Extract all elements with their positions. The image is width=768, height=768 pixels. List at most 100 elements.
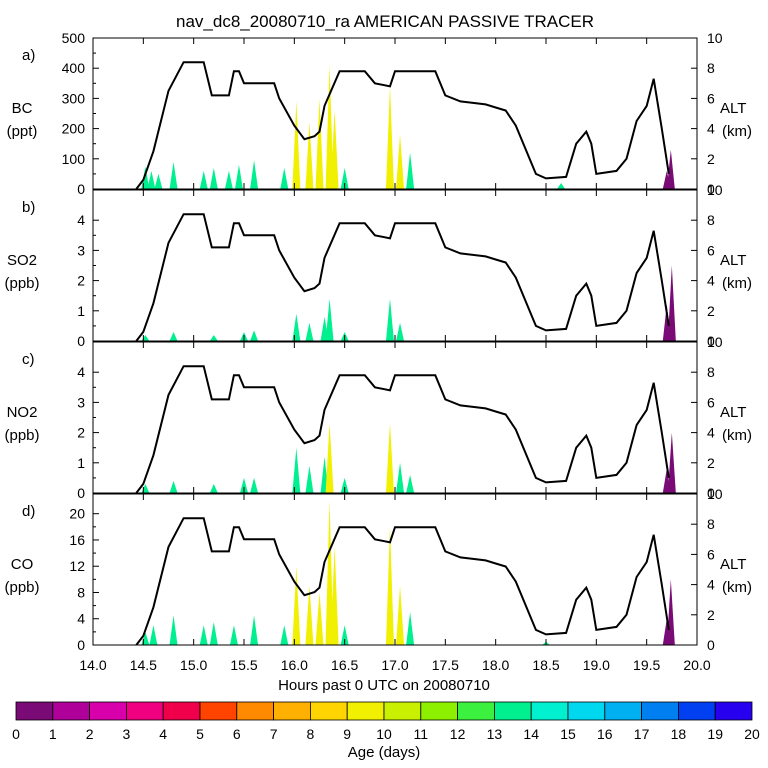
- colorbar-swatch: [383, 701, 422, 721]
- right-tick-label: 6: [707, 90, 715, 106]
- tracer-peak-co: [292, 566, 301, 645]
- colorbar-tick-label: 17: [634, 726, 650, 742]
- panel-letter: a): [22, 47, 35, 64]
- right-tick-label: 0: [707, 181, 715, 197]
- right-tick-label: 8: [707, 516, 715, 532]
- right-tick-label: 4: [707, 425, 715, 441]
- right-tick-label: 2: [707, 455, 715, 471]
- left-tick-label: 200: [62, 121, 86, 137]
- tracer-peak-bc: [385, 86, 394, 189]
- tracer-peak-co: [250, 615, 259, 645]
- colorbar-tick-label: 4: [159, 726, 167, 742]
- tracer-peak-bc: [330, 110, 339, 189]
- colorbar-tick-label: 3: [123, 726, 131, 742]
- panel-co: 0 4 8 12 16 20 0 2 4 6 8 10 d) CO (ppb) ALT (km): [4, 486, 752, 653]
- alt-unit-label: (km): [722, 427, 752, 444]
- tracer-peak-co: [330, 546, 339, 645]
- tracer-peak-no2: [169, 480, 178, 493]
- tracer-peak-no2: [340, 477, 349, 493]
- x-axis-label: Hours past 0 UTC on 20080710: [278, 677, 490, 694]
- alt-label: ALT: [720, 404, 746, 421]
- tracer-peak-co: [385, 526, 394, 645]
- left-tick-label: 16: [69, 532, 85, 548]
- colorbar-swatch: [15, 701, 54, 721]
- species-label: SO2: [7, 252, 37, 269]
- right-tick-label: 6: [707, 546, 715, 562]
- right-tick-label: 8: [707, 364, 715, 380]
- alt-unit-label: (km): [722, 579, 752, 596]
- colorbar-tick-label: 8: [307, 726, 315, 742]
- altitude-line: [135, 213, 670, 342]
- tracer-peak-co: [280, 625, 289, 645]
- panel-frame: [92, 341, 698, 494]
- right-tick-label: 4: [707, 577, 715, 593]
- right-tick-label: 8: [707, 212, 715, 228]
- right-tick-label: 0: [707, 485, 715, 501]
- tracer-peak-no2: [667, 432, 676, 493]
- altitude-line: [135, 61, 670, 190]
- right-tick-label: 10: [707, 486, 723, 502]
- colorbar-tick-label: 2: [86, 726, 94, 742]
- x-tick-label: 19.0: [583, 657, 610, 673]
- panel-no2: 0 1 2 3 4 0 2 4 6 8 10 c) NO2 (ppb) ALT (km): [4, 334, 752, 501]
- colorbar-tick-label: 11: [414, 726, 429, 742]
- tracer-peak-so2: [292, 313, 301, 341]
- tracer-peak-bc: [154, 173, 163, 189]
- colorbar-swatch: [714, 701, 753, 721]
- panel-frame: [92, 493, 698, 646]
- left-tick-label: 2: [77, 273, 85, 289]
- tracer-peak-bc: [666, 149, 675, 189]
- colorbar-tick-label: 6: [233, 726, 241, 742]
- left-tick-label: 4: [77, 212, 85, 228]
- altitude-line: [135, 365, 670, 494]
- tracer-peak-no2: [250, 477, 259, 493]
- tracer-peak-so2: [209, 334, 218, 341]
- colorbar-tick-label: 18: [671, 726, 687, 742]
- species-label: CO: [11, 556, 34, 573]
- altitude-line: [135, 517, 670, 646]
- tracer-peak-no2: [396, 462, 405, 493]
- unit-label: (ppt): [7, 123, 38, 140]
- colorbar-tick-label: 13: [487, 726, 503, 742]
- tracer-peak-co: [340, 625, 349, 645]
- colorbar-swatch: [52, 701, 90, 721]
- tracer-peak-no2: [385, 423, 394, 493]
- tracer-peak-co: [325, 500, 334, 645]
- right-tick-label: 10: [707, 334, 723, 350]
- left-tick-label: 8: [77, 584, 85, 600]
- tracer-peak-no2: [406, 474, 415, 493]
- x-tick-label: 14.0: [79, 657, 106, 673]
- colorbar-tick-label: 1: [49, 726, 57, 742]
- colorbar-tick-label: 19: [707, 726, 723, 742]
- right-tick-label: 4: [707, 273, 715, 289]
- panel-frame: [92, 189, 698, 342]
- tracer-peak-so2: [667, 265, 676, 341]
- tracer-peak-so2: [169, 331, 178, 341]
- left-tick-label: 4: [77, 364, 85, 380]
- tracer-peak-co: [406, 612, 415, 645]
- tracer-peak-so2: [250, 330, 259, 341]
- unit-label: (ppb): [4, 427, 39, 444]
- colorbar-swatch: [530, 701, 569, 721]
- colorbar-swatch: [457, 701, 495, 721]
- x-tick-label: 16.5: [331, 657, 358, 673]
- tracer-peak-bc: [209, 167, 218, 189]
- species-label: NO2: [7, 404, 38, 421]
- tracer-peak-so2: [141, 334, 150, 341]
- alt-label: ALT: [720, 252, 746, 269]
- colorbar-swatch: [641, 701, 679, 721]
- tracer-peak-bc: [292, 101, 301, 189]
- tracer-peak-no2: [292, 447, 301, 493]
- left-tick-label: 3: [77, 394, 85, 410]
- tracer-peak-no2: [209, 483, 218, 493]
- tracer-peak-bc: [224, 170, 233, 189]
- colorbar-swatch: [567, 701, 606, 721]
- tracer-peak-so2: [325, 298, 334, 341]
- right-tick-label: 10: [707, 182, 723, 198]
- colorbar-swatch: [346, 701, 385, 721]
- colorbar-tick-label: 10: [376, 726, 392, 742]
- x-tick-label: 15.5: [230, 657, 257, 673]
- tracer-peak-co: [315, 592, 324, 645]
- panel-so2: 0 1 2 3 4 0 2 4 6 8 10 b) SO2 (ppb) ALT (km): [4, 182, 752, 349]
- panel-bc: 0 100 200 300 400 500 0 2 4 6 8 10 a) BC (ppt) ALT (km): [7, 30, 752, 197]
